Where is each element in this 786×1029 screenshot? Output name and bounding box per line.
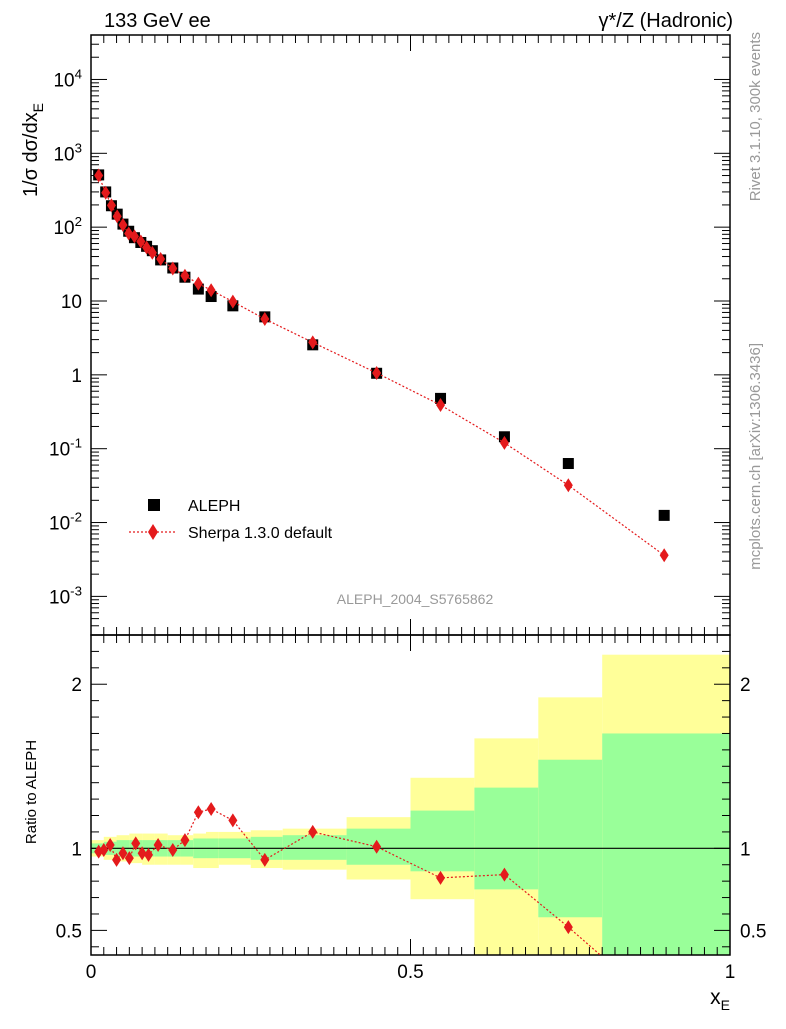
ratio-point xyxy=(193,805,203,820)
ratio-point xyxy=(499,867,509,882)
mc-point xyxy=(193,276,203,291)
mc-point xyxy=(499,435,509,450)
ratio-y-tick-label-right: 1 xyxy=(740,839,751,860)
mc-point xyxy=(129,229,139,244)
legend-data-label: ALEPH xyxy=(188,498,240,515)
inner-band-segment xyxy=(282,835,347,860)
ratio-point xyxy=(308,824,318,839)
inner-band-segment xyxy=(602,733,730,955)
ratio-point xyxy=(372,839,382,854)
ratio-point xyxy=(124,851,134,866)
mc-point xyxy=(659,548,669,563)
ratio-y-tick-label-right: 0.5 xyxy=(740,921,766,942)
mc-point xyxy=(101,185,111,200)
ratio-point xyxy=(206,801,216,816)
ratio-error-bands xyxy=(91,654,730,955)
mc-point xyxy=(147,245,157,260)
mc-point xyxy=(372,365,382,380)
ratio-markers xyxy=(94,801,601,956)
mc-point xyxy=(136,234,146,249)
ratio-point xyxy=(436,870,446,885)
legend-mc-label: Sherpa 1.3.0 default xyxy=(188,525,333,542)
ratio-point xyxy=(112,852,122,867)
ratio-point xyxy=(168,842,178,857)
mc-point xyxy=(260,312,270,327)
ratio-point xyxy=(99,842,109,857)
ratio-point xyxy=(105,838,115,853)
ratio-point xyxy=(137,846,147,861)
aleph-data-point xyxy=(562,458,574,470)
mc-point xyxy=(308,335,318,350)
ratio-point xyxy=(563,920,573,935)
ratio-point xyxy=(131,836,141,851)
rivet-side-text: Rivet 3.1.10, 300k events xyxy=(747,32,764,201)
mc-point xyxy=(168,261,178,276)
ratio-point xyxy=(144,847,154,862)
aleph-data-point xyxy=(658,509,670,521)
main-axis-ticks xyxy=(90,34,731,636)
header-left-title: 133 GeV ee xyxy=(104,10,211,32)
x-tick-label: 1 xyxy=(725,962,736,983)
mcplots-side-text: mcplots.cern.ch [arXiv:1306.3436] xyxy=(747,343,764,570)
legend-mc-marker xyxy=(148,524,158,540)
inner-band-segment xyxy=(410,810,475,872)
mc-point xyxy=(206,283,216,298)
mc-point xyxy=(228,294,238,309)
main-y-tick-label: 10 xyxy=(61,292,82,313)
mc-point xyxy=(156,252,166,267)
main-y-axis-label: 1/σ dσ/dxE xyxy=(20,103,46,197)
ratio-y-axis-label: Ratio to ALEPH xyxy=(23,740,40,844)
x-tick-labels: 0 0.5 1 xyxy=(86,962,736,983)
x-tick-label: 0.5 xyxy=(397,962,423,983)
analysis-label: ALEPH_2004_S5765862 xyxy=(337,591,494,607)
mc-point xyxy=(180,268,190,283)
mc-point xyxy=(94,168,104,183)
ratio-y-tick-label-left: 2 xyxy=(71,675,82,696)
ratio-y-tick-label-right: 2 xyxy=(740,675,751,696)
legend-data-marker xyxy=(148,499,160,511)
main-y-tick-label: 10-3 xyxy=(49,583,82,608)
mc-point xyxy=(563,478,573,493)
ratio-point xyxy=(260,852,270,867)
mc-point xyxy=(106,198,116,213)
mc-point xyxy=(142,240,152,255)
mc-point xyxy=(118,217,128,232)
mc-point xyxy=(436,398,446,413)
ratio-y-tick-label-left: 0.5 xyxy=(56,921,82,942)
ratio-y-tick-label-left: 1 xyxy=(71,839,82,860)
ratio-point xyxy=(180,833,190,848)
x-tick-label: 0 xyxy=(86,962,97,983)
ratio-axis-ticks xyxy=(90,635,731,955)
mc-point xyxy=(112,209,122,224)
ratio-y-tick-labels: 0.5 0.5 1 1 2 2 xyxy=(56,675,767,942)
inner-band-segment xyxy=(538,759,603,918)
ratio-point xyxy=(228,813,238,828)
mc-markers xyxy=(94,168,669,563)
main-y-tick-label: 1 xyxy=(71,366,82,387)
header-right-title: γ*/Z (Hadronic) xyxy=(599,10,733,32)
main-y-tick-label: 104 xyxy=(53,66,82,91)
ratio-point xyxy=(118,846,128,861)
ratio-point xyxy=(153,838,163,853)
legend: ALEPH Sherpa 1.3.0 default xyxy=(129,498,333,542)
